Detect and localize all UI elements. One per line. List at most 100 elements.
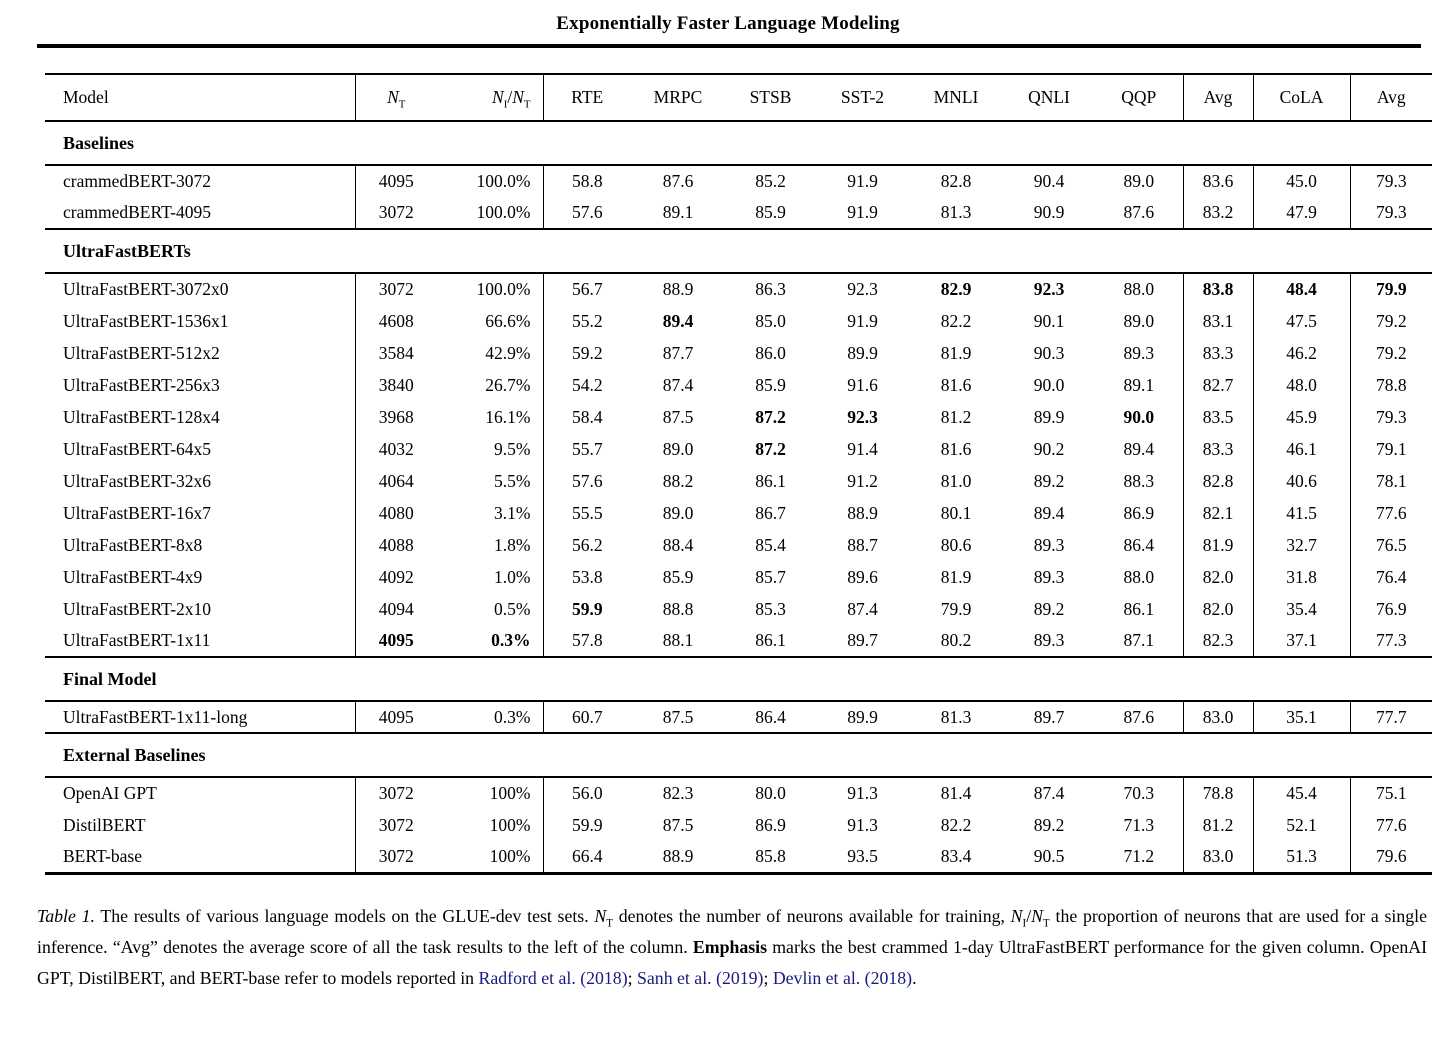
table-row: UltraFastBERT-32x6 4064 5.5% 57.6 88.2 86.1 91… [45, 465, 1432, 497]
model-name: UltraFastBERT-1x11 [63, 630, 211, 650]
column-header-nt: NT [354, 74, 437, 122]
value-cell: 86.9 [1123, 502, 1155, 523]
table-row: UltraFastBERT-256x3 3840 26.7% 54.2 87.4 85.9… [45, 369, 1432, 401]
value-cell: 82.8 [1182, 465, 1253, 497]
value-cell: 26.7% [485, 374, 531, 395]
section-header-row: Final Model [45, 656, 1432, 702]
value-cell: 83.6 [1182, 165, 1253, 197]
value-cell: 81.3 [940, 202, 972, 222]
value-cell: 82.0 [1182, 593, 1253, 625]
value-cell: 83.3 [1182, 337, 1253, 369]
value-cell: 57.6 [542, 197, 631, 229]
value-cell: 81.0 [940, 470, 972, 491]
value-cell: 81.9 [940, 566, 972, 587]
value-cell: 85.9 [662, 566, 694, 587]
value-cell: 71.3 [1123, 814, 1155, 835]
value-cell: 4032 [354, 433, 437, 465]
value-cell: 90.5 [1033, 845, 1065, 866]
value-cell: 51.3 [1252, 841, 1350, 873]
value-cell: 91.9 [847, 202, 878, 222]
paper-title: Exponentially Faster Language Modeling [556, 13, 900, 34]
citation-link[interactable]: Devlin et al. (2018) [772, 967, 913, 988]
column-header-cola: CoLA [1252, 74, 1350, 122]
value-cell: 90.9 [1033, 202, 1065, 222]
value-cell: 91.4 [847, 438, 878, 459]
model-name: UltraFastBERT-512x2 [63, 342, 220, 363]
value-cell: 4608 [354, 305, 437, 337]
value-cell: 79.9 [940, 598, 972, 619]
value-cell: 35.1 [1252, 701, 1350, 733]
value-cell: 90.2 [1033, 438, 1065, 459]
value-cell: 59.9 [542, 593, 631, 625]
value-cell: 71.2 [1123, 845, 1155, 866]
table-row: UltraFastBERT-4x9 4092 1.0% 53.8 85.9 85.7 89.… [45, 561, 1432, 593]
model-name: UltraFastBERT-2x10 [63, 598, 212, 619]
value-cell: 9.5% [494, 438, 531, 459]
value-cell: 81.2 [1182, 809, 1253, 841]
value-cell: 79.9 [1349, 273, 1432, 305]
model-name: UltraFastBERT-256x3 [63, 374, 220, 395]
caption: Table 1. The results of various language… [37, 901, 1427, 994]
caption-text: denotes the number of neurons available … [613, 905, 1011, 926]
math-sub: T [1043, 917, 1050, 930]
value-cell: 89.3 [1033, 534, 1065, 555]
model-name: crammedBERT-4095 [63, 202, 211, 222]
model-name: UltraFastBERT-3072x0 [63, 279, 229, 299]
caption-text: . [912, 967, 917, 988]
value-cell: 79.3 [1349, 401, 1432, 433]
value-cell: 91.9 [847, 171, 878, 191]
table-row: UltraFastBERT-3072x0 3072 100.0% 56.7 88.9 86… [45, 273, 1432, 305]
table-row: UltraFastBERT-64x5 4032 9.5% 55.7 89.0 87.2 91… [45, 433, 1432, 465]
value-cell: 87.5 [662, 706, 694, 727]
value-cell: 89.3 [1033, 566, 1065, 587]
caption-text: ; [627, 967, 638, 988]
value-cell: 3072 [354, 777, 437, 809]
caption-text: Table 1. [37, 905, 95, 926]
slash: / [507, 87, 513, 107]
value-cell: 78.1 [1349, 465, 1432, 497]
value-cell: 88.3 [1123, 470, 1155, 491]
citation-link[interactable]: Sanh et al. (2019) [637, 967, 764, 988]
value-cell: 56.2 [542, 529, 631, 561]
value-cell: 89.0 [1123, 171, 1155, 191]
value-cell: 57.8 [542, 625, 631, 657]
value-cell: 86.1 [755, 470, 786, 491]
value-cell: 87.5 [662, 814, 694, 835]
value-cell: 77.3 [1349, 625, 1432, 657]
value-cell: 83.2 [1182, 197, 1253, 229]
value-cell: 88.0 [1123, 279, 1155, 299]
value-cell: 93.5 [847, 845, 878, 866]
math-var: N [594, 905, 607, 926]
value-cell: 90.0 [1033, 374, 1065, 395]
math-sub: T [606, 917, 614, 930]
value-cell: 77.7 [1349, 701, 1432, 733]
value-cell: 89.2 [1033, 598, 1065, 619]
value-cell: 91.6 [847, 374, 878, 395]
value-cell: 46.2 [1252, 337, 1350, 369]
value-cell: 57.6 [542, 465, 631, 497]
value-cell: 82.3 [1182, 625, 1253, 657]
value-cell: 80.2 [940, 630, 972, 650]
model-name: UltraFastBERT-64x5 [63, 438, 212, 459]
model-name: UltraFastBERT-128x4 [63, 406, 220, 427]
table-body: Baselines crammedBERT-3072 4095 100.0% 58.8 8… [45, 120, 1432, 873]
value-cell: 89.9 [847, 342, 878, 363]
value-cell: 82.2 [940, 310, 972, 331]
column-header-qqp: QQP [1095, 74, 1183, 122]
value-cell: 82.7 [1182, 369, 1253, 401]
value-cell: 92.3 [847, 279, 878, 299]
math-var: N [387, 87, 399, 107]
citation-link[interactable]: Radford et al. (2018) [478, 967, 628, 988]
value-cell: 3072 [354, 273, 437, 305]
value-cell: 76.4 [1349, 561, 1432, 593]
value-cell: 82.0 [1182, 561, 1253, 593]
value-cell: 89.3 [1123, 342, 1155, 363]
table-row: UltraFastBERT-1536x1 4608 66.6% 55.2 89.4 85.… [45, 305, 1432, 337]
value-cell: 48.4 [1252, 273, 1350, 305]
value-cell: 81.3 [940, 706, 972, 727]
value-cell: 3072 [354, 841, 437, 873]
value-cell: 60.7 [542, 701, 631, 733]
value-cell: 48.0 [1252, 369, 1350, 401]
value-cell: 47.5 [1252, 305, 1350, 337]
value-cell: 81.4 [940, 783, 972, 803]
